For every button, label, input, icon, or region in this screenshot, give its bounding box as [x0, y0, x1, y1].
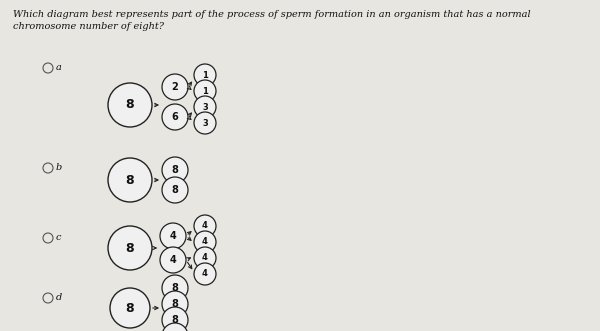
Text: 4: 4: [170, 231, 176, 241]
Text: 8: 8: [125, 242, 134, 255]
Circle shape: [194, 64, 216, 86]
Circle shape: [108, 83, 152, 127]
Text: 4: 4: [170, 255, 176, 265]
Text: 1: 1: [202, 86, 208, 96]
Circle shape: [43, 63, 53, 73]
Text: 8: 8: [125, 173, 134, 186]
Circle shape: [194, 112, 216, 134]
Circle shape: [194, 96, 216, 118]
Circle shape: [162, 323, 188, 331]
Circle shape: [110, 288, 150, 328]
Text: 2: 2: [172, 82, 178, 92]
Circle shape: [43, 293, 53, 303]
Circle shape: [108, 158, 152, 202]
Text: 8: 8: [125, 302, 134, 314]
Text: 8: 8: [172, 283, 178, 293]
Text: 6: 6: [172, 112, 178, 122]
Text: 8: 8: [172, 315, 178, 325]
Text: 4: 4: [202, 254, 208, 262]
Circle shape: [194, 263, 216, 285]
Circle shape: [160, 223, 186, 249]
Text: 8: 8: [172, 165, 178, 175]
Text: 8: 8: [172, 299, 178, 309]
Text: b: b: [56, 164, 62, 172]
Text: chromosome number of eight?: chromosome number of eight?: [13, 22, 164, 31]
Circle shape: [162, 157, 188, 183]
Circle shape: [194, 80, 216, 102]
Text: 3: 3: [202, 103, 208, 112]
Circle shape: [108, 226, 152, 270]
Text: 8: 8: [125, 99, 134, 112]
Circle shape: [194, 215, 216, 237]
Circle shape: [160, 247, 186, 273]
Circle shape: [162, 307, 188, 331]
Text: 4: 4: [202, 221, 208, 230]
Circle shape: [162, 177, 188, 203]
Circle shape: [194, 247, 216, 269]
Text: 1: 1: [202, 71, 208, 79]
Circle shape: [43, 233, 53, 243]
Text: c: c: [56, 233, 62, 243]
Text: 4: 4: [202, 238, 208, 247]
Text: 3: 3: [202, 118, 208, 127]
Circle shape: [162, 275, 188, 301]
Circle shape: [162, 74, 188, 100]
Circle shape: [43, 163, 53, 173]
Text: 8: 8: [172, 185, 178, 195]
Text: d: d: [56, 294, 62, 303]
Text: 4: 4: [202, 269, 208, 278]
Circle shape: [162, 104, 188, 130]
Circle shape: [194, 231, 216, 253]
Circle shape: [162, 291, 188, 317]
Text: Which diagram best represents part of the process of sperm formation in an organ: Which diagram best represents part of th…: [13, 10, 530, 19]
Text: a: a: [56, 64, 62, 72]
